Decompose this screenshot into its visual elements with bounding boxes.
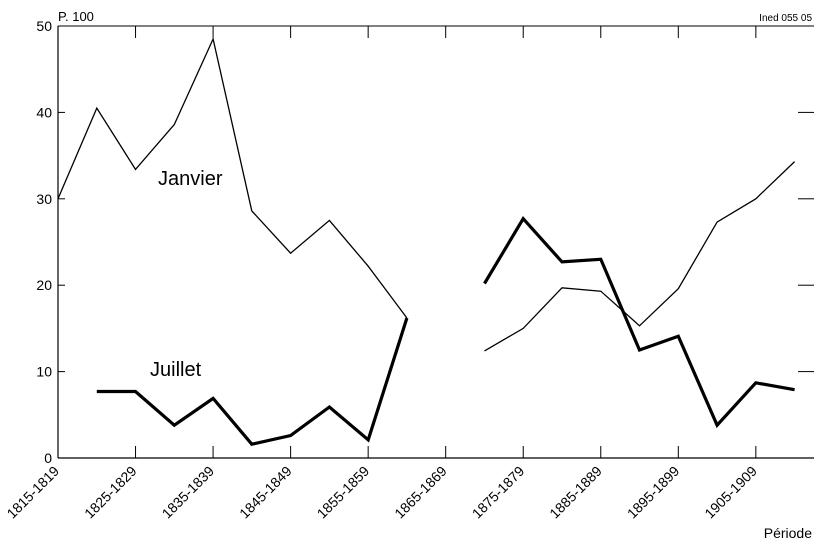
x-tick-label: 1855-1859 [314, 463, 373, 522]
x-tick-label: 1835-1839 [159, 463, 218, 522]
series-layer: Janvier Juillet [57, 36, 796, 446]
x-tick-label: 1845-1849 [236, 463, 295, 522]
series-line-janvier [57, 36, 408, 319]
source-label: Ined 055 05 [759, 13, 812, 24]
y-tick-label: 0 [44, 450, 52, 466]
axis-frame: 0 10 20 30 40 50 1815-1819 1825-1829 1835-1839 18… [3, 18, 814, 521]
x-tick-label: 1885-1889 [546, 463, 605, 522]
y-tick-label: 40 [36, 104, 52, 120]
x-tick-label: 1815-1819 [3, 463, 62, 522]
series-line-janvier [484, 161, 796, 352]
y-tick-label: 10 [36, 364, 52, 380]
series-line-juillet [96, 317, 409, 446]
x-tick-label: 1825-1829 [81, 463, 140, 522]
x-tick-label: 1895-1899 [624, 463, 683, 522]
series-label-janvier: Janvier [158, 168, 223, 190]
y-tick-label: 20 [36, 277, 52, 293]
series-line-juillet [483, 216, 795, 429]
x-axis-title: Période [764, 525, 812, 541]
y-tick-label: 30 [36, 191, 52, 207]
y-unit-label: P. 100 [58, 9, 94, 24]
series-label-juillet: Juillet [150, 359, 202, 381]
x-tick-label: 1905-1909 [701, 463, 760, 522]
x-tick-label: 1875-1879 [469, 463, 528, 522]
y-tick-label: 50 [36, 18, 52, 34]
x-tick-label: 1865-1869 [391, 463, 450, 522]
